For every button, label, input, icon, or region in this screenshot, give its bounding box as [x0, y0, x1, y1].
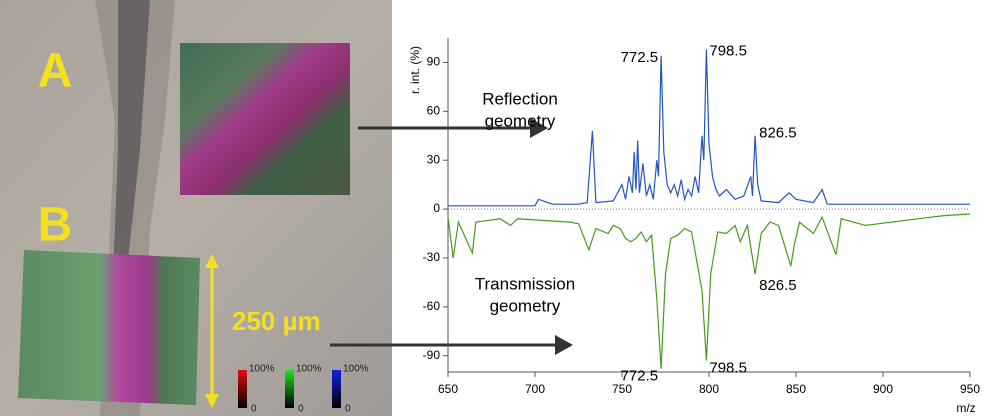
microscopy-image — [0, 0, 392, 416]
annotation: geometry — [485, 111, 556, 130]
y-axis-label: r. int. (%) — [408, 46, 422, 94]
color-scale-min: 0 — [345, 404, 351, 415]
peak-label: 826.5 — [759, 125, 797, 142]
color-scale — [285, 370, 294, 408]
panel-label: A — [38, 45, 73, 98]
peak-label: 798.5 — [709, 360, 747, 377]
annotation: Transmission — [475, 274, 575, 293]
x-tick-label: 750 — [612, 382, 632, 396]
peak-label: 772.5 — [621, 368, 659, 385]
image-square-a — [180, 43, 350, 195]
x-tick-label: 650 — [438, 382, 458, 396]
peak-label: 798.5 — [709, 42, 747, 59]
color-scale-max: 100% — [249, 364, 275, 375]
peak-label: 826.5 — [759, 277, 797, 294]
peak-label: 772.5 — [621, 49, 659, 66]
y-tick-label: -90 — [423, 348, 441, 362]
x-tick-label: 850 — [786, 382, 806, 396]
tissue-streak — [112, 0, 150, 300]
scale-bar-label: 250 µm — [232, 306, 321, 336]
color-scale — [332, 370, 341, 408]
spectrum-line — [448, 49, 970, 207]
y-tick-label: -30 — [423, 250, 441, 264]
arrows — [330, 126, 560, 347]
spectrum-line — [447, 213, 971, 369]
y-tick-label: -60 — [423, 299, 441, 313]
arrow-head — [530, 118, 548, 138]
arrow-head — [555, 335, 573, 355]
color-scale-min: 0 — [251, 404, 257, 415]
x-tick-label: 800 — [699, 382, 719, 396]
y-tick-label: 30 — [427, 152, 441, 166]
x-tick-label: 900 — [873, 382, 893, 396]
annotation: Reflection — [482, 89, 558, 108]
image-square-b — [18, 250, 200, 405]
x-tick-label: 700 — [525, 382, 545, 396]
x-tick-label: 950 — [960, 382, 980, 396]
x-axis-label: m/z — [956, 401, 975, 415]
color-scale-min: 0 — [298, 404, 304, 415]
scale-bar-head — [205, 254, 219, 268]
panel-label: B — [38, 199, 73, 252]
color-scale-max: 100% — [296, 364, 322, 375]
annotation: geometry — [490, 296, 561, 315]
color-scale-max: 100% — [343, 364, 369, 375]
scale-bar-head — [205, 394, 219, 408]
color-scale — [238, 370, 247, 408]
y-tick-label: 0 — [433, 201, 440, 215]
y-tick-label: 90 — [427, 55, 441, 69]
y-tick-label: 60 — [427, 103, 441, 117]
